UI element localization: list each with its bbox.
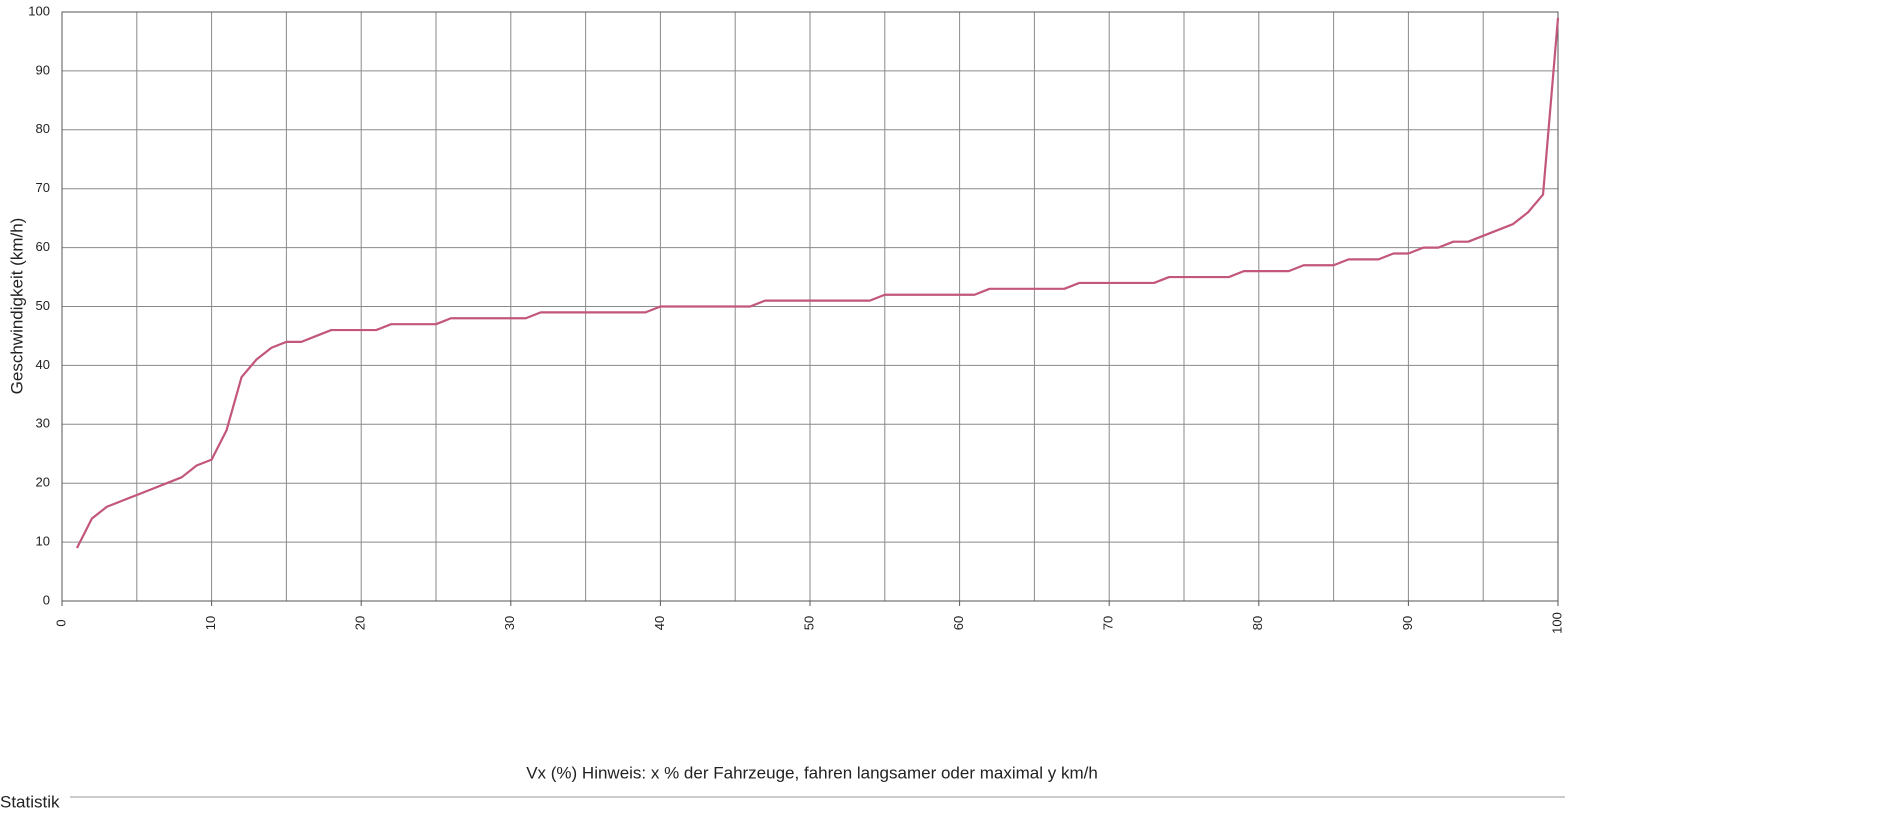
x-tick-label: 20 [353,616,368,630]
y-tick-label: 60 [36,239,50,254]
y-tick-label: 70 [36,180,50,195]
x-tick-label: 60 [951,616,966,630]
x-tick-label: 30 [502,616,517,630]
x-tick-label: 80 [1250,616,1265,630]
x-tick-label: 10 [203,616,218,630]
x-tick-label: 0 [53,619,68,626]
y-tick-label: 50 [36,298,50,313]
y-tick-label: 10 [36,534,50,549]
y-axis-label: Geschwindigkeit (km/h) [7,218,26,395]
section-label: Statistik [0,792,60,811]
x-axis-label: Vx (%) Hinweis: x % der Fahrzeuge, fahre… [526,763,1098,782]
y-tick-label: 0 [43,592,50,607]
x-tick-label: 70 [1101,616,1116,630]
x-tick-label: 50 [801,616,816,630]
x-tick-label: 40 [652,616,667,630]
x-tick-label: 90 [1400,616,1415,630]
y-tick-label: 40 [36,357,50,372]
plot-border [61,11,1559,602]
y-tick-label: 20 [36,475,50,490]
y-tick-label: 100 [28,3,50,18]
data-line [75,17,1560,549]
y-tick-label: 30 [36,416,50,431]
x-tick-label: 100 [1549,612,1564,634]
y-tick-label: 80 [36,121,50,136]
y-tick-label: 90 [36,62,50,77]
